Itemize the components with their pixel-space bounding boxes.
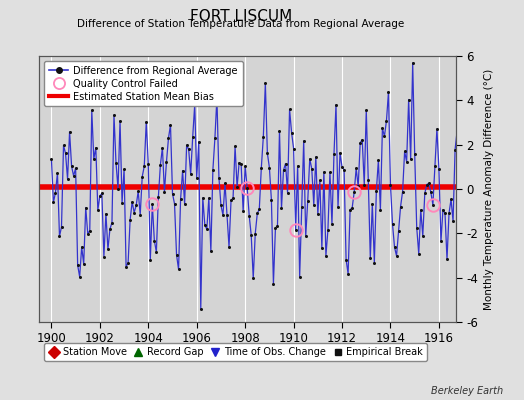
Y-axis label: Monthly Temperature Anomaly Difference (°C): Monthly Temperature Anomaly Difference (…: [484, 68, 494, 310]
Text: Difference of Station Temperature Data from Regional Average: Difference of Station Temperature Data f…: [78, 19, 405, 29]
Legend: Station Move, Record Gap, Time of Obs. Change, Empirical Break: Station Move, Record Gap, Time of Obs. C…: [44, 343, 427, 361]
Legend: Difference from Regional Average, Quality Control Failed, Estimated Station Mean: Difference from Regional Average, Qualit…: [44, 61, 243, 106]
Text: FORT LISCUM: FORT LISCUM: [190, 9, 292, 24]
Text: Berkeley Earth: Berkeley Earth: [431, 386, 503, 396]
